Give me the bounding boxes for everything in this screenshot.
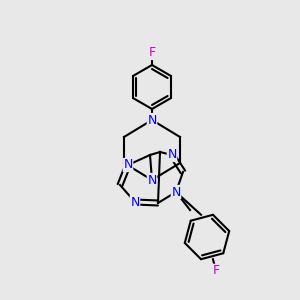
Text: N: N <box>167 148 177 161</box>
Text: F: F <box>148 46 156 59</box>
Text: F: F <box>212 264 220 277</box>
Text: N: N <box>171 185 181 199</box>
Text: N: N <box>123 158 133 172</box>
Text: N: N <box>130 196 140 208</box>
Text: N: N <box>147 113 157 127</box>
Text: N: N <box>147 173 157 187</box>
